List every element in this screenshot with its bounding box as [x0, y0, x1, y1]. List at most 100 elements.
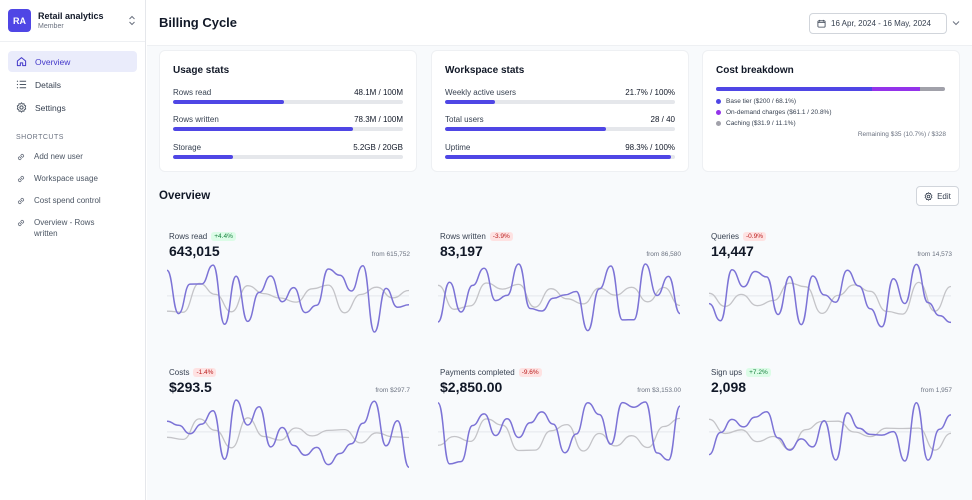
progress-fill	[445, 127, 606, 131]
shortcuts-heading: SHORTCUTS	[16, 134, 64, 141]
sidebar-item-overview[interactable]: Overview	[8, 51, 137, 72]
kpi-card[interactable]: Payments completed -9.6% $2,850.00 from $3,…	[437, 366, 685, 494]
sidebar-nav: Overview Details Settings SHORTCUTS Add …	[0, 42, 145, 243]
kpi-value: 83,197	[440, 243, 483, 259]
chevron-up-down-icon[interactable]	[127, 15, 137, 27]
legend-label: On-demand charges ($61.1 / 20.8%)	[726, 109, 832, 116]
main-content: Billing Cycle 16 Apr, 2024 - 16 May, 202…	[147, 0, 972, 500]
remaining-budget: Remaining $35 (10.7%) / $328	[857, 131, 946, 138]
progress-bar	[173, 100, 403, 104]
stat-value: 78.3M / 100M	[354, 115, 403, 124]
kpi-card[interactable]: Rows written -3.9% 83,197 from 86,580	[437, 230, 685, 358]
stat-value: 98.3% / 100%	[625, 143, 675, 152]
kpi-previous-value: from $297.7	[375, 387, 410, 394]
legend-label: Base tier ($200 / 68.1%)	[726, 98, 797, 105]
sidebar-item-details[interactable]: Details	[8, 74, 137, 95]
kpi-card[interactable]: Rows read +4.4% 643,015 from 615,752	[166, 230, 414, 358]
kpi-card[interactable]: Queries -0.9% 14,447 from 14,573	[708, 230, 956, 358]
shortcut-label: Workspace usage	[34, 174, 98, 183]
workspace-switcher[interactable]: RA Retail analytics Member	[0, 0, 145, 42]
sparkline-current-period	[166, 399, 410, 469]
legend-item: Base tier ($200 / 68.1%)	[716, 96, 832, 107]
shortcut-workspace-usage[interactable]: Workspace usage	[8, 169, 137, 188]
progress-fill	[445, 100, 495, 104]
calendar-icon	[817, 19, 826, 28]
change-badge: -3.9%	[489, 231, 513, 241]
kpi-label: Rows written	[440, 231, 486, 241]
legend-dot	[716, 121, 721, 126]
chevron-down-icon[interactable]	[952, 20, 960, 26]
progress-fill	[173, 100, 284, 104]
sparkline-current-period	[708, 402, 952, 462]
sidebar-item-settings[interactable]: Settings	[8, 97, 137, 118]
stat-rows-written: Rows written 78.3M / 100M	[173, 115, 403, 131]
workspace-role: Member	[38, 22, 64, 30]
stat-storage: Storage 5.2GB / 20GB	[173, 143, 403, 159]
shortcut-overview-rows-written[interactable]: Overview - Rows written	[8, 213, 137, 243]
sparkline-current-period	[166, 264, 410, 333]
progress-bar	[445, 100, 675, 104]
page-title: Billing Cycle	[159, 15, 238, 30]
card-title: Usage stats	[173, 65, 230, 76]
date-range-picker[interactable]: 16 Apr, 2024 - 16 May, 2024	[809, 13, 947, 34]
sparkline-chart	[166, 399, 410, 469]
sidebar-item-label: Details	[35, 79, 61, 90]
stat-label: Uptime	[445, 143, 471, 152]
edit-label: Edit	[937, 191, 951, 201]
overview-heading: Overview	[159, 190, 211, 202]
link-icon	[17, 153, 25, 161]
kpi-previous-value: from 86,580	[646, 251, 681, 258]
change-badge: -9.6%	[518, 367, 542, 377]
sparkline-chart	[708, 402, 952, 462]
shortcut-add-new-user[interactable]: Add new user	[8, 147, 137, 166]
cost-segment	[716, 87, 872, 91]
edit-button[interactable]: Edit	[916, 186, 959, 206]
sparkline-chart	[437, 263, 681, 332]
link-icon	[17, 219, 25, 227]
sidebar-item-label: Overview	[35, 56, 71, 67]
card-title: Cost breakdown	[716, 65, 794, 76]
card-title: Workspace stats	[445, 65, 525, 76]
stat-label: Total users	[445, 115, 484, 124]
change-badge: -0.9%	[743, 231, 766, 241]
kpi-label: Sign ups	[711, 367, 743, 377]
shortcut-cost-spend-control[interactable]: Cost spend control	[8, 191, 137, 210]
sparkline-current-period	[708, 263, 952, 328]
legend-label: Caching ($31.9 / 11.1%)	[726, 120, 796, 127]
sparkline-current-period	[437, 263, 681, 332]
sparkline-previous-period	[708, 281, 952, 315]
kpi-value: 643,015	[169, 243, 220, 259]
legend-item: On-demand charges ($61.1 / 20.8%)	[716, 107, 832, 118]
list-icon	[16, 80, 27, 89]
workspace-avatar: RA	[8, 9, 31, 32]
cost-legend: Base tier ($200 / 68.1%) On-demand charge…	[716, 96, 832, 129]
cost-breakdown-card: Cost breakdown Base tier ($200 / 68.1%) O…	[702, 50, 960, 172]
change-badge: +4.4%	[211, 231, 236, 241]
workspace-stats-card: Workspace stats Weekly active users 21.7%…	[431, 50, 689, 172]
sparkline-previous-period	[166, 282, 410, 314]
stat-label: Storage	[173, 143, 202, 152]
header: Billing Cycle 16 Apr, 2024 - 16 May, 202…	[147, 0, 972, 46]
kpi-previous-value: from 14,573	[917, 251, 952, 258]
stat-total-users: Total users 28 / 40	[445, 115, 675, 131]
kpi-label: Payments completed	[440, 367, 515, 377]
stat-value: 28 / 40	[650, 115, 675, 124]
home-icon	[16, 57, 27, 67]
kpi-previous-value: from 1,957	[920, 387, 952, 394]
kpi-value: $2,850.00	[440, 379, 503, 395]
kpi-previous-value: from $3,153.00	[637, 387, 681, 394]
sparkline-chart	[437, 401, 681, 465]
cost-segment	[871, 87, 920, 91]
kpi-card[interactable]: Sign ups +7.2% 2,098 from 1,957	[708, 366, 956, 494]
shortcut-label: Cost spend control	[34, 196, 101, 205]
legend-dot	[716, 110, 721, 115]
sparkline-previous-period	[708, 418, 952, 451]
cost-segment	[919, 87, 945, 91]
legend-item: Caching ($31.9 / 11.1%)	[716, 118, 832, 129]
stat-label: Rows read	[173, 88, 212, 97]
sparkline-chart	[708, 263, 952, 328]
gear-icon	[924, 191, 933, 201]
kpi-label: Queries	[711, 231, 740, 241]
kpi-card[interactable]: Costs -1.4% $293.5 from $297.7	[166, 366, 414, 494]
stat-value: 5.2GB / 20GB	[353, 143, 403, 152]
